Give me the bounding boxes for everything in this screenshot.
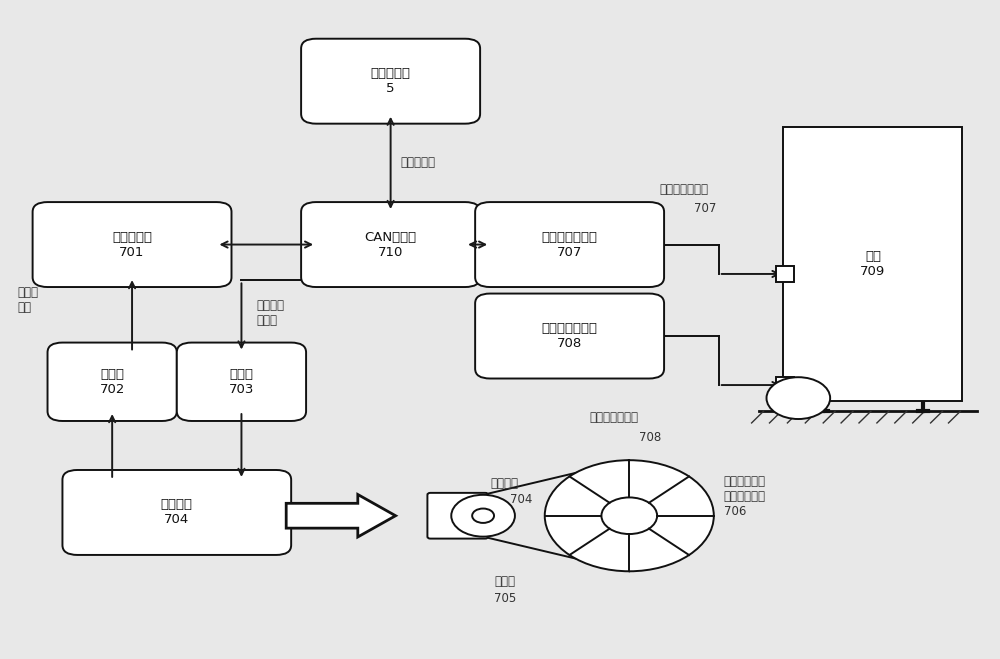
FancyBboxPatch shape (48, 343, 177, 421)
Text: 车轮转角传感器: 车轮转角传感器 (590, 411, 639, 424)
Text: 主控制系统
5: 主控制系统 5 (371, 67, 411, 95)
Text: 车轮转角传感器
708: 车轮转角传感器 708 (542, 322, 598, 350)
Text: 704: 704 (510, 493, 532, 506)
Circle shape (767, 377, 830, 419)
FancyBboxPatch shape (177, 343, 306, 421)
Text: 707: 707 (694, 202, 716, 215)
Text: CAN收发器
710: CAN收发器 710 (365, 231, 417, 258)
Text: 编码器
702: 编码器 702 (99, 368, 125, 396)
Text: 转向控制量: 转向控制量 (401, 156, 436, 169)
Text: 步进电机
控制量: 步进电机 控制量 (256, 299, 284, 327)
Text: 方向盘
角度: 方向盘 角度 (18, 286, 39, 314)
FancyBboxPatch shape (301, 202, 480, 287)
Text: 步进电机: 步进电机 (490, 476, 518, 490)
FancyBboxPatch shape (33, 202, 232, 287)
Text: 驱动器
703: 驱动器 703 (229, 368, 254, 396)
FancyArrow shape (286, 494, 396, 537)
Text: 步进电机
704: 步进电机 704 (161, 498, 193, 527)
Circle shape (545, 460, 714, 571)
Bar (776, 377, 794, 393)
Text: 花键式方向盘
运动传递系统
706: 花键式方向盘 运动传递系统 706 (724, 474, 766, 517)
FancyBboxPatch shape (62, 470, 291, 555)
Circle shape (451, 495, 515, 536)
FancyBboxPatch shape (475, 202, 664, 287)
FancyBboxPatch shape (783, 127, 962, 401)
Text: 车身
709: 车身 709 (860, 250, 886, 278)
Bar (776, 266, 794, 282)
Text: 两轴倾角传感器: 两轴倾角传感器 (659, 183, 708, 196)
Text: 708: 708 (639, 431, 661, 444)
FancyBboxPatch shape (301, 39, 480, 124)
Text: 转向控制器
701: 转向控制器 701 (112, 231, 152, 258)
Text: 同步带: 同步带 (494, 575, 515, 588)
Circle shape (472, 509, 494, 523)
Text: 705: 705 (494, 592, 516, 605)
FancyBboxPatch shape (475, 293, 664, 378)
Circle shape (601, 498, 657, 534)
FancyBboxPatch shape (427, 493, 488, 538)
Text: 两轴倾角传感器
707: 两轴倾角传感器 707 (542, 231, 598, 258)
